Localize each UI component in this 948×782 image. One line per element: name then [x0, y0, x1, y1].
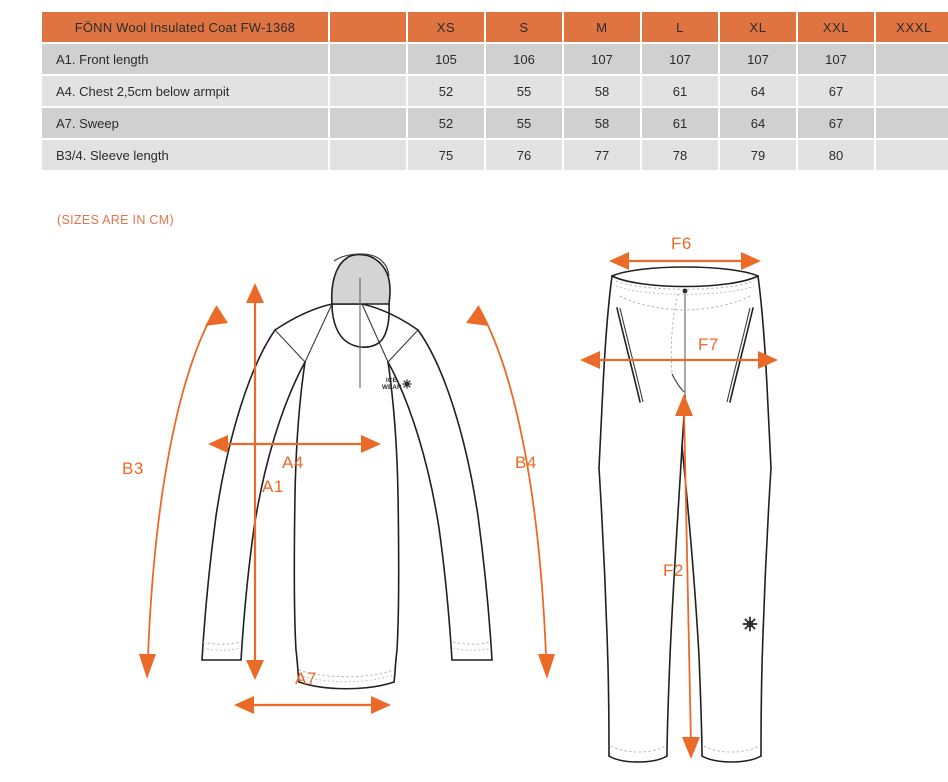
arrowhead [361, 435, 381, 453]
arrowhead [741, 252, 761, 270]
spacer-cell [330, 140, 406, 170]
size-header-xl: XL [720, 12, 796, 42]
table-row: B3/4. Sleeve length 75 76 77 78 79 80 [42, 140, 948, 170]
cell-s: 55 [486, 76, 562, 106]
measure-label-f7: F7 [698, 335, 719, 354]
measurement-label: A1. Front length [42, 44, 328, 74]
size-header-l: L [642, 12, 718, 42]
table-header: FÖNN Wool Insulated Coat FW-1368 XS S M … [42, 12, 948, 42]
arrowhead [246, 283, 264, 303]
cell-xl: 64 [720, 108, 796, 138]
size-header-xs: XS [408, 12, 484, 42]
cell-xs: 52 [408, 108, 484, 138]
arrowhead [139, 654, 156, 679]
cell-xxxl [876, 140, 948, 170]
cell-m: 77 [564, 140, 640, 170]
size-header-m: M [564, 12, 640, 42]
product-title-cell: FÖNN Wool Insulated Coat FW-1368 [42, 12, 328, 42]
cell-m: 58 [564, 108, 640, 138]
measure-label-a4: A4 [282, 453, 304, 472]
table-row: A1. Front length 105 106 107 107 107 107 [42, 44, 948, 74]
cell-xl: 107 [720, 44, 796, 74]
measure-label-f6: F6 [671, 236, 692, 253]
measure-label-b3: B3 [122, 459, 144, 478]
measurement-label: B3/4. Sleeve length [42, 140, 328, 170]
arrowhead [371, 696, 391, 714]
arrowhead [682, 737, 700, 759]
snowflake-icon [402, 379, 412, 389]
units-note: (SIZES ARE IN CM) [57, 213, 174, 227]
table-header-row: FÖNN Wool Insulated Coat FW-1368 XS S M … [42, 12, 948, 42]
arrowhead [246, 660, 264, 680]
cell-xs: 75 [408, 140, 484, 170]
spacer-cell [330, 44, 406, 74]
cell-xxxl [876, 108, 948, 138]
spacer-cell [330, 108, 406, 138]
size-chart-table-container: FÖNN Wool Insulated Coat FW-1368 XS S M … [40, 10, 948, 172]
cell-xl: 79 [720, 140, 796, 170]
cell-l: 107 [642, 44, 718, 74]
jacket-technical-drawing: ICE WEAR B3 B4 A4 A1 [122, 253, 555, 714]
cell-l: 61 [642, 108, 718, 138]
arrowhead [205, 306, 228, 326]
brand-text-line2: WEAR [382, 384, 402, 391]
arrowhead [538, 654, 555, 679]
technical-drawings: ICE WEAR B3 B4 A4 A1 [0, 236, 948, 782]
cell-m: 58 [564, 76, 640, 106]
table-row: A7. Sweep 52 55 58 61 64 67 [42, 108, 948, 138]
cell-m: 107 [564, 44, 640, 74]
arrowhead [609, 252, 629, 270]
cell-xxl: 80 [798, 140, 874, 170]
arrowhead [675, 394, 693, 416]
arrowhead [466, 306, 489, 326]
cell-xs: 52 [408, 76, 484, 106]
cell-l: 61 [642, 76, 718, 106]
measure-label-a1: A1 [262, 477, 284, 496]
arrowhead [758, 351, 778, 369]
measurement-label: A7. Sweep [42, 108, 328, 138]
cell-s: 76 [486, 140, 562, 170]
spacer-header-cell [330, 12, 406, 42]
waist-button [682, 288, 688, 294]
cell-l: 78 [642, 140, 718, 170]
arrowhead [208, 435, 228, 453]
cell-xl: 64 [720, 76, 796, 106]
size-header-xxl: XXL [798, 12, 874, 42]
cell-xxxl [876, 44, 948, 74]
table-row: A4. Chest 2,5cm below armpit 52 55 58 61… [42, 76, 948, 106]
pants-technical-drawing: F6 F7 F2 [580, 236, 778, 763]
measure-label-f2: F2 [663, 561, 684, 580]
spacer-cell [330, 76, 406, 106]
arrowhead [234, 696, 254, 714]
table-body: A1. Front length 105 106 107 107 107 107… [42, 44, 948, 170]
cell-xxl: 67 [798, 76, 874, 106]
size-header-s: S [486, 12, 562, 42]
cell-xxl: 67 [798, 108, 874, 138]
brand-text-line1: ICE [386, 377, 397, 384]
measure-label-b4: B4 [515, 453, 537, 472]
size-chart-table: FÖNN Wool Insulated Coat FW-1368 XS S M … [40, 10, 948, 172]
cell-s: 106 [486, 44, 562, 74]
size-header-xxxl: XXXL [876, 12, 948, 42]
cell-s: 55 [486, 108, 562, 138]
arrowhead [580, 351, 600, 369]
cell-xxxl [876, 76, 948, 106]
measurement-label: A4. Chest 2,5cm below armpit [42, 76, 328, 106]
measure-label-a7: A7 [295, 669, 317, 688]
snowflake-icon [742, 616, 758, 632]
cell-xs: 105 [408, 44, 484, 74]
cell-xxl: 107 [798, 44, 874, 74]
